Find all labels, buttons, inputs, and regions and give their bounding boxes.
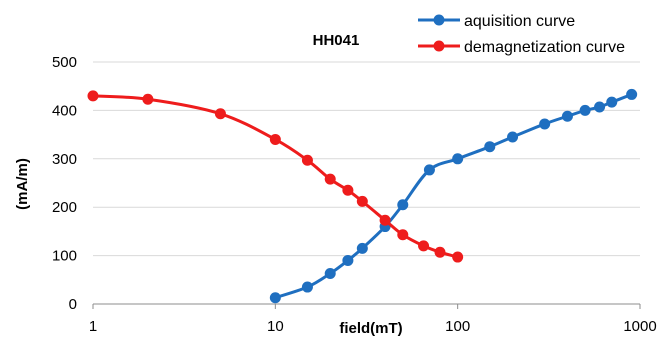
legend-label: aquisition curve xyxy=(464,13,575,30)
data-point xyxy=(594,101,606,113)
x-axis-label: field(mT) xyxy=(339,320,402,337)
series-demagnetization xyxy=(87,90,464,263)
data-point xyxy=(418,240,430,252)
legend-swatch-marker xyxy=(433,40,445,52)
y-tick-label: 100 xyxy=(52,248,77,265)
data-point xyxy=(507,131,519,143)
x-tick-label: 1 xyxy=(89,318,97,335)
y-tick-label: 0 xyxy=(69,296,77,313)
data-point xyxy=(561,110,573,122)
x-tick-label: 10 xyxy=(267,318,284,335)
data-point xyxy=(301,281,313,293)
y-tick-label: 500 xyxy=(52,54,77,71)
data-point xyxy=(452,153,464,165)
data-point xyxy=(539,118,551,130)
data-point xyxy=(356,242,368,254)
legend: aquisition curve demagnetization curve xyxy=(418,13,625,56)
data-point xyxy=(379,214,391,226)
data-point xyxy=(484,141,496,153)
chart-title: HH041 xyxy=(313,32,360,49)
series-layer xyxy=(87,88,638,304)
x-tick-label: 100 xyxy=(445,318,470,335)
y-tick-label: 300 xyxy=(52,151,77,168)
y-tick-label: 400 xyxy=(52,102,77,119)
data-point xyxy=(269,133,281,145)
data-point xyxy=(579,104,591,116)
data-point xyxy=(356,195,368,207)
data-point xyxy=(301,154,313,166)
legend-swatch-marker xyxy=(433,14,445,26)
legend-item: aquisition curve xyxy=(418,13,575,30)
axes: 0 100 200 300 400 500 1 10 100 1000 xyxy=(52,54,657,335)
legend-item: demagnetization curve xyxy=(418,39,625,56)
legend-label: demagnetization curve xyxy=(464,39,625,56)
data-point xyxy=(606,96,618,108)
data-point xyxy=(87,90,99,102)
data-point xyxy=(434,246,446,258)
data-point xyxy=(142,93,154,105)
y-axis-label: (mA/m) xyxy=(14,158,31,210)
series-line xyxy=(274,93,633,300)
data-point xyxy=(342,184,354,196)
data-point xyxy=(452,251,464,263)
data-point xyxy=(324,173,336,185)
data-point xyxy=(397,199,409,211)
data-point xyxy=(324,268,336,280)
y-tick-label: 200 xyxy=(52,199,77,216)
data-point xyxy=(342,254,354,266)
series-aquisition xyxy=(269,88,638,304)
x-tick-label: 1000 xyxy=(623,318,656,335)
data-point xyxy=(423,164,435,176)
grid-lines xyxy=(93,61,640,257)
data-point xyxy=(214,108,226,120)
data-point xyxy=(269,292,281,304)
data-point xyxy=(626,88,638,100)
data-point xyxy=(397,229,409,241)
